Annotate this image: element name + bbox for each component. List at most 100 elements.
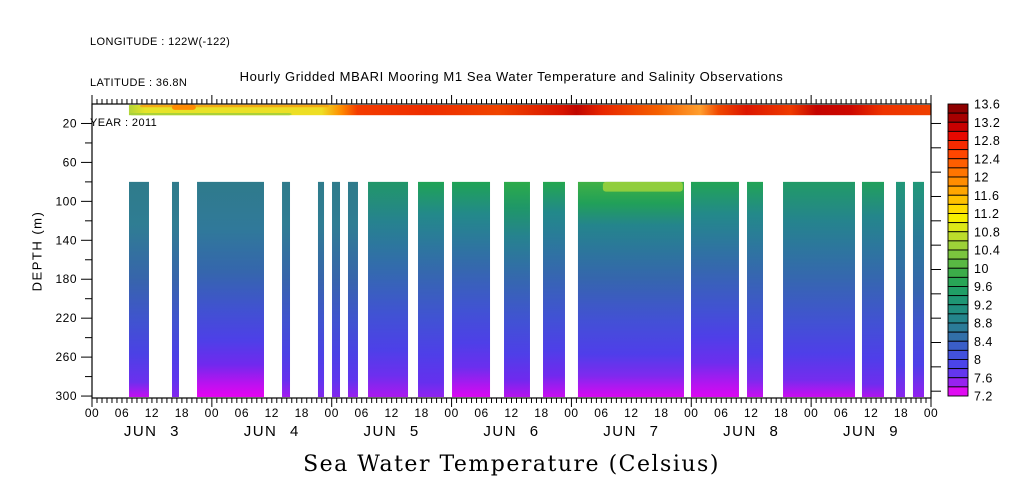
data-column: [347, 181, 358, 398]
surface-temperature-band: [128, 104, 932, 116]
colorbar-label: 13.2: [974, 116, 1000, 130]
x-tick-label: 00: [205, 406, 219, 420]
x-tick-label: 00: [85, 406, 99, 420]
y-tick-label: 20: [63, 116, 77, 130]
x-tick-label: 18: [534, 406, 548, 420]
colorbar-cell: [947, 222, 969, 233]
colorbar-cell: [947, 240, 969, 251]
x-tick-label: 06: [235, 406, 249, 420]
x-tick-label: 06: [714, 406, 728, 420]
x-day-label: JUN 4: [244, 423, 300, 440]
x-tick-label: 12: [504, 406, 518, 420]
colorbar-label: 8: [974, 353, 981, 367]
x-tick-label: 18: [774, 406, 788, 420]
data-column: [690, 181, 739, 398]
x-tick-label: 00: [444, 406, 458, 420]
colorbar-label: 7.2: [974, 390, 993, 404]
colorbar-label: 7.6: [974, 371, 993, 385]
x-tick-label: 12: [864, 406, 878, 420]
colorbar-cell: [947, 167, 969, 178]
hour-labels: 00 06 12 18 00 06 12 18 00 06 12 18 00 06 12 18 00 06 12 18…: [85, 406, 938, 420]
x-tick-label: 12: [744, 406, 758, 420]
x-tick-label: 00: [325, 406, 339, 420]
x-tick-label: 06: [474, 406, 488, 420]
colorbar-cell: [947, 286, 969, 297]
colorbar-cell: [947, 140, 969, 151]
colorbar-cell: [947, 295, 969, 306]
data-column: [912, 181, 925, 398]
x-tick-label: 06: [594, 406, 608, 420]
colorbar-label: 13.6: [974, 98, 1000, 112]
colorbar-cell: [947, 304, 969, 315]
colorbar-cell: [947, 313, 969, 324]
x-day-label: JUN 6: [483, 423, 539, 440]
surface-green-bottom-left: [128, 113, 292, 116]
x-tick-label: 12: [265, 406, 279, 420]
bottom-title: Sea Water Temperature (Celsius): [303, 452, 720, 477]
colorbar-label: 10.4: [974, 244, 1000, 258]
x-day-label: JUN 8: [723, 423, 779, 440]
colorbar-label: 10: [974, 262, 989, 276]
data-column: [282, 181, 291, 398]
x-day-label: JUN 7: [603, 423, 659, 440]
colorbar-label: 12.4: [974, 152, 1000, 166]
data-column: [368, 181, 409, 398]
colorbar-cell: [947, 377, 969, 388]
colorbar-label: 8.4: [974, 335, 993, 349]
colorbar-cell: [947, 149, 969, 160]
data-column: [895, 181, 905, 398]
colorbar-cell: [947, 276, 969, 287]
colorbar-cell: [947, 130, 969, 141]
colorbar-cell: [947, 103, 969, 114]
y-tick-label: 260: [55, 350, 77, 364]
colorbar-cell: [947, 349, 969, 360]
colorbar-cell: [947, 231, 969, 242]
colorbar-cell: [947, 194, 969, 205]
colorbar-label: 9.2: [974, 298, 993, 312]
longitude-label: LONGITUDE : 122W(-122): [90, 36, 231, 48]
data-column: [418, 181, 444, 398]
x-axis-ticks: [91, 95, 932, 407]
data-column: [129, 181, 149, 398]
colorbar-cell: [947, 176, 969, 187]
thermocline-bright-patch: [602, 181, 683, 192]
y-tick-label: 220: [55, 311, 77, 325]
colorbar-label: 10.8: [974, 225, 1000, 239]
data-column: [783, 181, 855, 398]
x-tick-label: 06: [115, 406, 129, 420]
colorbar-cell: [947, 368, 969, 379]
colorbar-cell: [947, 203, 969, 214]
x-tick-label: 00: [684, 406, 698, 420]
y-tick-label: 140: [55, 233, 77, 247]
colorbar-cell: [947, 158, 969, 169]
data-column: [504, 181, 530, 398]
data-column: [861, 181, 885, 398]
data-column: [172, 181, 179, 398]
surface-orange-top-left: [139, 104, 330, 108]
colorbar-label: 9.6: [974, 280, 993, 294]
y-tick-label: 60: [63, 155, 77, 169]
colorbar-cell: [947, 185, 969, 196]
data-column: [332, 181, 341, 398]
x-tick-label: 00: [924, 406, 938, 420]
colorbar-cell: [947, 112, 969, 123]
data-column: [747, 181, 764, 398]
y-tick-label: 100: [55, 194, 77, 208]
y-axis-ticks: [81, 122, 941, 397]
x-tick-label: 18: [894, 406, 908, 420]
x-tick-label: 00: [804, 406, 818, 420]
colorbar-cell: [947, 340, 969, 351]
x-tick-label: 18: [175, 406, 189, 420]
colorbar-cell: [947, 331, 969, 342]
x-tick-label: 18: [414, 406, 428, 420]
y-tick-label: 300: [55, 389, 77, 403]
x-tick-label: 18: [654, 406, 668, 420]
colorbar-cell: [947, 322, 969, 333]
colorbar-cell: [947, 213, 969, 224]
colorbar-label: 12.8: [974, 134, 1000, 148]
x-tick-label: 18: [295, 406, 309, 420]
y-tick-label: 180: [55, 272, 77, 286]
x-day-label: JUN 9: [843, 423, 899, 440]
x-day-label: JUN 5: [364, 423, 420, 440]
